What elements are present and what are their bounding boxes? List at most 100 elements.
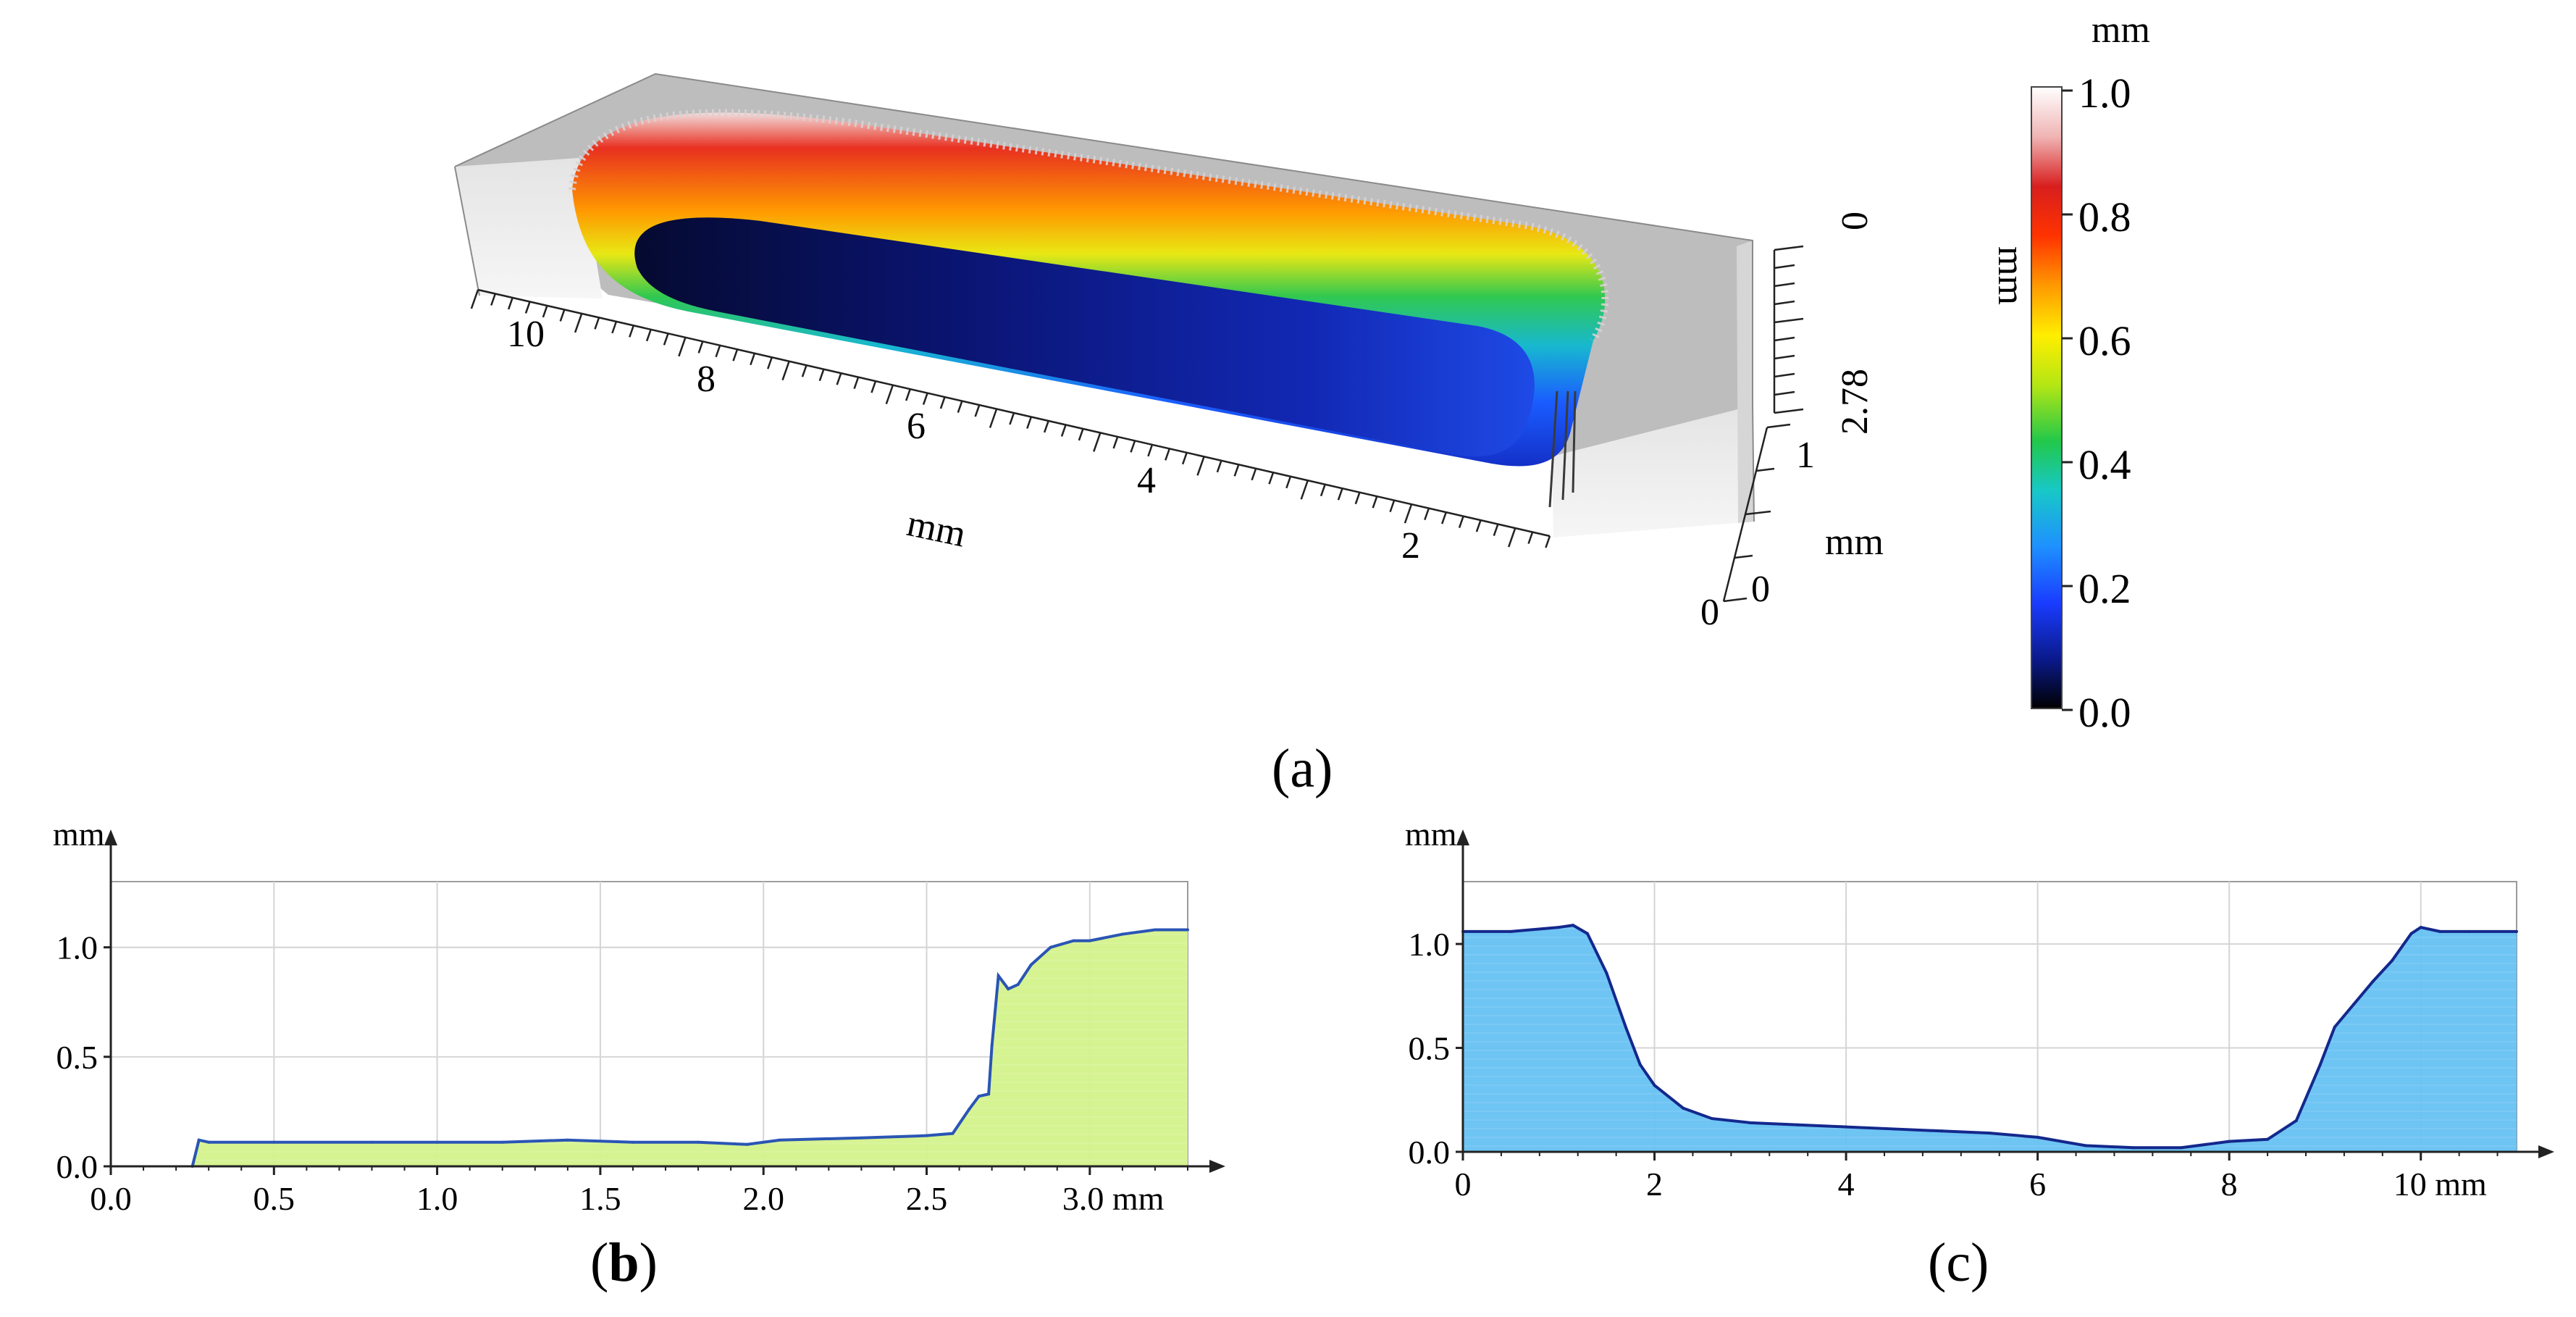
x3d-tick: [1112, 436, 1119, 449]
block-front-left-face: [455, 158, 603, 298]
profile-data-point: [1796, 1123, 1800, 1126]
colorbar-tick-label: 0.4: [2078, 441, 2131, 488]
block-edges: [454, 72, 1755, 522]
profile-data-point: [2352, 1003, 2356, 1006]
x3d-tick: [594, 317, 600, 330]
x3d-tick: [559, 309, 566, 322]
x3d-tick: [836, 372, 842, 385]
x3d-tick: [1043, 420, 1049, 433]
profile-data-point: [566, 1138, 569, 1142]
profile-data-point: [435, 1140, 439, 1144]
profile-data-point: [2371, 979, 2375, 983]
profile-data-point: [2333, 1025, 2336, 1029]
x3d-tick: [939, 396, 946, 409]
x3d-tick: [781, 361, 790, 381]
groove-end-streaks: [1548, 390, 1577, 508]
colorbar: 1.0 0.8 0.6 0.4 0.2 0.0 mm mm: [1990, 9, 2150, 736]
profile-data-point: [1007, 987, 1010, 991]
x3d-tick: [1475, 519, 1482, 532]
x-tick-label: 0.0: [90, 1180, 132, 1217]
x3d-tick: [1404, 503, 1413, 524]
colorbar-tick-label: 0.6: [2078, 317, 2131, 364]
x-axis-arrow: [1209, 1160, 1225, 1173]
profile-data-point: [1748, 1121, 1752, 1124]
colorbar-axis-label: mm: [1990, 246, 2031, 305]
profile-data-point: [697, 1140, 700, 1144]
x3d-tick: [1251, 468, 1257, 481]
profile-data-point: [977, 1095, 981, 1098]
x3d-tick: [507, 297, 513, 310]
profile-data-point: [2409, 932, 2413, 935]
x3d-tick: [1060, 425, 1067, 437]
x3d-tick: [1545, 535, 1551, 548]
profile-chart-c: 0 2 4 6 8 10 mm 0.0 0.5 1.0 mm: [1405, 816, 2554, 1203]
colorbar-unit-top: mm: [2092, 9, 2150, 51]
profile-data-point: [1186, 928, 1189, 932]
x3d-tick: [1300, 480, 1309, 500]
y-axis-label: mm: [53, 816, 105, 853]
colorbar-tick-label: 0.8: [2078, 193, 2131, 241]
x3d-tick: [1440, 511, 1447, 524]
groove-floor: [634, 217, 1535, 457]
profile-data-point: [2180, 1146, 2183, 1150]
profile-data-point: [500, 1140, 504, 1144]
y-axis-3d: [1722, 423, 1791, 603]
x-tick-label: 2.0: [742, 1180, 784, 1217]
x3d-tick: [870, 380, 877, 393]
x3d-tick: [663, 333, 669, 346]
x-axis-arrow: [2538, 1145, 2554, 1158]
x3d-tick: [678, 337, 687, 357]
x3d-tick: [715, 345, 721, 358]
x3d-tick: [574, 313, 583, 333]
x3d-tick: [697, 340, 704, 354]
x3d-tick: [957, 401, 963, 413]
profile-data-point: [1710, 1117, 1713, 1121]
y-tick-label: 0.5: [56, 1039, 98, 1076]
y3d-axis-unit: mm: [1825, 522, 1884, 563]
x3d-tick: [1026, 417, 1033, 429]
profile-data-point: [272, 1140, 276, 1144]
colorbar-ticks: [2062, 89, 2073, 711]
x3d-tick: [767, 356, 773, 369]
x3d-tick: [524, 301, 531, 314]
x3d-tick: [611, 321, 618, 334]
x3d-tick: [1093, 432, 1102, 452]
profile-data-point: [778, 1138, 781, 1142]
y-tick-label: 1.0: [56, 929, 98, 966]
x3d-tick: [1078, 428, 1084, 441]
groove-rim-edge: [569, 109, 1609, 343]
x3d-tick: [1130, 440, 1136, 453]
profile-data-point: [207, 1140, 211, 1144]
x3d-tick: [1233, 464, 1240, 477]
profile-data-point: [1682, 1106, 1685, 1110]
profile-data-point: [2036, 1135, 2039, 1139]
profile-data-point: [2084, 1144, 2087, 1147]
x-tick-label: 3.0 mm: [1062, 1180, 1165, 1217]
profile-data-point: [1016, 983, 1020, 987]
profile-data-point: [1153, 928, 1157, 932]
profile-data-point: [1653, 1084, 1656, 1087]
y3d-tick-label: 0: [1751, 569, 1770, 610]
x3d-tick: [1493, 524, 1499, 536]
y-tick-label: 0.5: [1409, 1030, 1451, 1067]
x3d-tick: [801, 364, 807, 377]
x3d-tick: [1424, 508, 1430, 521]
profile-data-point: [745, 1142, 749, 1146]
profile-data-point: [1845, 1125, 1848, 1129]
y-axis-label: mm: [1405, 816, 1457, 853]
x-tick-label: 2: [1646, 1166, 1663, 1203]
x3d-tick: [1009, 412, 1015, 425]
x3d-tick: [750, 353, 756, 366]
colorbar-gradient: [2031, 86, 2063, 709]
y-axis-arrow: [1456, 829, 1469, 845]
profile-data-point: [1638, 1063, 1642, 1066]
profile-data-point: [370, 1140, 374, 1144]
x3d-tick: [1285, 476, 1292, 489]
x3d-tick: [542, 305, 548, 318]
profile-chart-b: 0.0 0.5 1.0 1.5 2.0 2.5 3.0 mm 0.0 0.5 1.0 mm: [53, 816, 1225, 1217]
x-tick-label: 4: [1838, 1166, 1855, 1203]
x3d-tick: [1181, 452, 1188, 465]
x3d-tick: [885, 385, 894, 405]
x3d-tick: [1354, 492, 1361, 505]
